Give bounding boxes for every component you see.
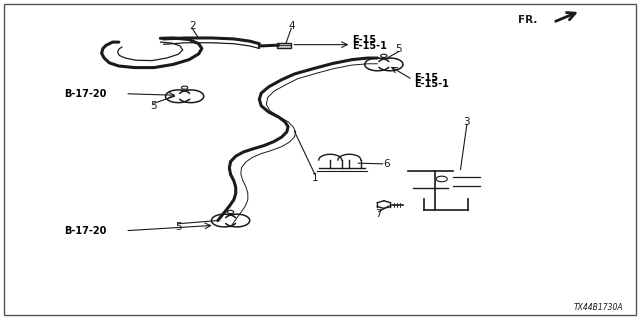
Text: 2: 2 [189,21,196,31]
Text: B-17-20: B-17-20 [65,89,107,99]
Text: 7: 7 [376,209,382,219]
Text: B-17-20: B-17-20 [65,226,107,236]
Circle shape [227,210,234,213]
Text: E-15: E-15 [415,73,438,83]
Text: 6: 6 [384,159,390,169]
Text: E-15: E-15 [352,35,376,44]
Text: 3: 3 [463,117,470,127]
Text: 5: 5 [396,44,402,54]
Text: 4: 4 [288,21,294,31]
Text: E-15-1: E-15-1 [415,79,449,89]
Text: 5: 5 [150,101,157,111]
Bar [276,43,291,48]
Text: TX44B1730A: TX44B1730A [573,303,623,312]
Text: 5: 5 [175,222,182,232]
Circle shape [181,86,188,89]
Text: E-15-1: E-15-1 [352,41,387,51]
Text: FR.: FR. [518,15,537,25]
Circle shape [381,54,387,57]
Text: 1: 1 [312,172,318,182]
